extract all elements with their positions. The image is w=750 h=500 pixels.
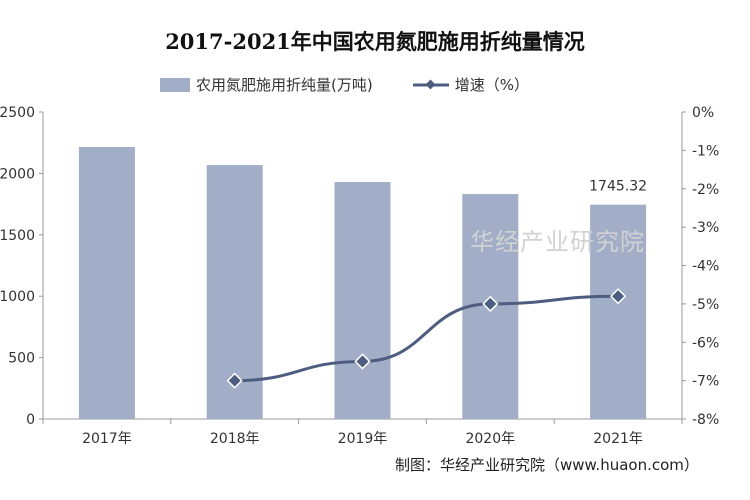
growth-point (354, 353, 371, 370)
growth-point (609, 288, 627, 305)
x-tick-label: 2020年 (465, 431, 515, 447)
legend-bar-label: 农用氮肥施用折纯量(万吨) (196, 76, 373, 94)
x-tick-label: 2021年 (593, 431, 643, 447)
right-tick-label: 0% (692, 105, 714, 121)
bar (78, 146, 135, 420)
right-tick-label: -7% (692, 374, 719, 390)
right-tick-label: -2% (692, 182, 719, 198)
x-tick-label: 2017年 (82, 431, 132, 447)
legend-line-label: 增速（%） (454, 76, 529, 94)
left-tick-label: 2000 (0, 166, 35, 182)
watermark: 华经产业研究院 (470, 228, 645, 256)
legend-bar-swatch (160, 77, 190, 92)
growth-line (234, 294, 619, 383)
source-note: 制图：华经产业研究院（www.huaon.com） (395, 456, 699, 474)
right-tick-label: -1% (692, 143, 719, 159)
data-label: 1745.32 (589, 179, 647, 195)
legend: 农用氮肥施用折纯量(万吨) 增速（%） (160, 74, 529, 95)
growth-point (482, 295, 499, 313)
x-tick-label: 2019年 (338, 431, 388, 447)
right-tick-label: -8% (692, 412, 719, 428)
right-tick-label: -4% (692, 259, 719, 275)
right-tick-label: -6% (692, 335, 719, 351)
right-tick-label: -5% (692, 297, 719, 313)
left-tick-label: 1000 (0, 289, 35, 305)
bar (590, 204, 647, 419)
left-tick-label: 1500 (0, 228, 35, 244)
left-tick-label: 2500 (0, 105, 35, 121)
left-tick-label: 0 (26, 412, 35, 428)
x-tick-label: 2018年 (210, 431, 260, 447)
left-tick-label: 500 (8, 351, 35, 367)
growth-point (226, 372, 243, 389)
chart-title: 2017-2021年中国农用氮肥施用折纯量情况 (165, 29, 585, 54)
legend-line-swatch (412, 79, 449, 89)
bar (334, 181, 391, 419)
right-tick-label: -3% (692, 220, 719, 236)
